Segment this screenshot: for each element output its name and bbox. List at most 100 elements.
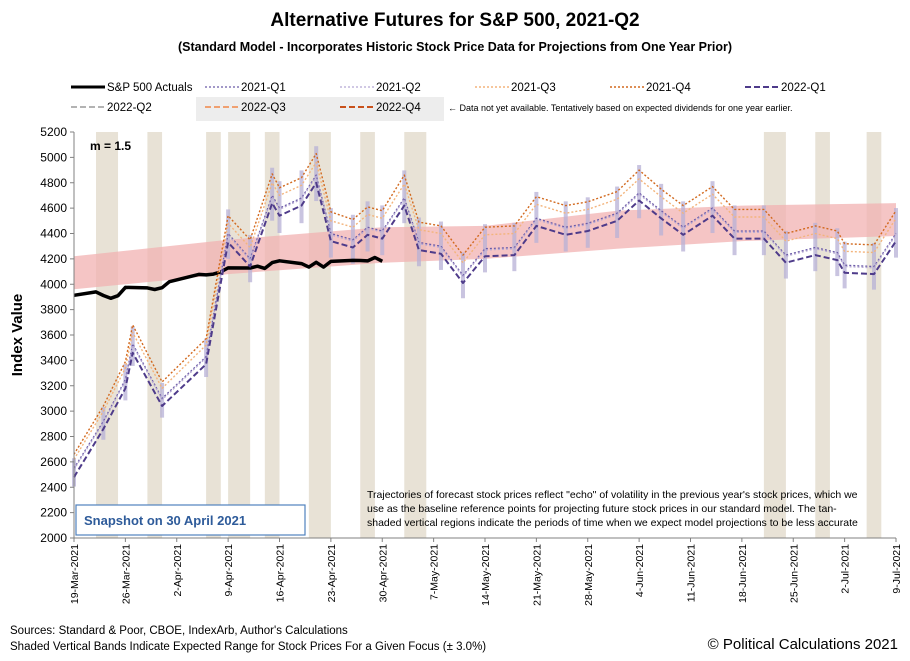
tan-band-6 <box>360 132 375 538</box>
tan-band-1 <box>147 132 163 538</box>
x-tick-label-8: 14-May-2021 <box>480 544 492 606</box>
y-tick-label-3200: 3200 <box>40 379 67 393</box>
x-tick-label-2: 2-Apr-2021 <box>172 544 184 597</box>
legend-label-2021-q2: 2021-Q2 <box>376 82 421 94</box>
y-axis-label: Index Value <box>9 294 26 377</box>
spread-bar-37 <box>894 208 898 258</box>
spread-bar-10 <box>299 170 304 224</box>
series-line-2021-q4 <box>73 152 897 455</box>
x-tick-label-4: 16-Apr-2021 <box>275 544 287 603</box>
y-tick-label-2200: 2200 <box>40 506 67 520</box>
y-tick-label-3600: 3600 <box>40 328 67 342</box>
legend: S&P 500 Actuals 2021-Q1 2021-Q2 2021-Q3 2021… <box>71 82 826 121</box>
tan-band-8 <box>763 132 786 538</box>
copyright: © Political Calculations 2021 <box>707 636 898 653</box>
legend-label-2021-q3: 2021-Q3 <box>511 82 556 94</box>
series-line-2022-q1 <box>73 181 897 478</box>
sources-line: Sources: Standard & Poor, CBOE, IndexArb… <box>10 625 348 637</box>
tan-band-0 <box>96 132 119 538</box>
y-axis: 2000 2200 2400 2600 2800 3000 3200 3400 3600 3800… <box>40 125 75 545</box>
y-tick-label-3800: 3800 <box>40 303 67 317</box>
spread-bar-33 <box>813 222 818 272</box>
legend-label-2022-q1: 2022-Q1 <box>781 82 826 94</box>
m-label: m = 1.5 <box>90 139 131 153</box>
x-tick-label-10: 28-May-2021 <box>583 544 595 606</box>
x-tick-label-11: 4-Jun-2021 <box>634 544 646 597</box>
x-tick-label-5: 23-Apr-2021 <box>326 544 338 603</box>
note-line-0: Trajectories of forecast stock prices re… <box>367 489 858 501</box>
legend-label-2021-q1: 2021-Q1 <box>241 82 286 94</box>
snapshot-label: Snapshot on 30 April 2021 <box>84 513 246 528</box>
chart-title: Alternative Futures for S&P 500, 2021-Q2 <box>270 10 640 31</box>
bands-line: Shaded Vertical Bands Indicate Expected … <box>10 641 487 653</box>
spread-bar-16 <box>402 170 407 224</box>
spread-bar-11 <box>314 146 319 202</box>
spread-bar-1 <box>101 407 106 440</box>
y-tick-label-5200: 5200 <box>40 125 67 139</box>
spread-bar-15 <box>380 205 385 256</box>
spread-bar-8 <box>270 167 275 221</box>
x-tick-label-15: 2-Jul-2021 <box>840 544 852 594</box>
tan-band-3 <box>228 132 251 538</box>
chart-subtitle: (Standard Model - Incorporates Historic … <box>177 40 733 54</box>
legend-note: ← Data not yet available. Tentatively ba… <box>448 103 793 113</box>
y-tick-label-4200: 4200 <box>40 252 67 266</box>
spread-bar-18 <box>438 221 443 270</box>
spread-bar-31 <box>761 205 766 256</box>
snapshot-box <box>75 504 306 536</box>
legend-label-s-p-500-actuals: S&P 500 Actuals <box>107 82 193 94</box>
tan-band-2 <box>206 132 221 538</box>
note-line-1: use as the baseline reference points for… <box>367 503 837 515</box>
legend-highlight <box>196 97 444 121</box>
y-tick-label-4000: 4000 <box>40 277 67 291</box>
legend-label-2022-q4: 2022-Q4 <box>376 102 421 114</box>
plot-area <box>72 132 898 538</box>
series-line-2021-q3 <box>73 161 897 460</box>
spread-bar-23 <box>563 201 568 252</box>
spread-bar-2 <box>123 364 128 401</box>
note-line-2: shaded vertical regions indicate the per… <box>367 517 858 529</box>
x-tick-label-14: 25-Jun-2021 <box>788 544 800 603</box>
spread-bar-32 <box>783 230 788 279</box>
y-tick-label-4600: 4600 <box>40 201 67 215</box>
x-tick-label-9: 21-May-2021 <box>531 544 543 606</box>
x-tick-label-7: 7-May-2021 <box>429 544 441 600</box>
y-tick-label-3000: 3000 <box>40 404 67 418</box>
spread-bar-20 <box>483 224 487 273</box>
spread-bar-29 <box>710 181 715 234</box>
y-tick-label-4400: 4400 <box>40 227 67 241</box>
legend-label-2022-q3: 2022-Q3 <box>241 102 286 114</box>
spread-bar-25 <box>615 186 620 238</box>
y-tick-label-4800: 4800 <box>40 176 67 190</box>
y-tick-label-2000: 2000 <box>40 531 67 545</box>
series-line-2021-q1 <box>73 174 897 469</box>
y-tick-label-2400: 2400 <box>40 480 67 494</box>
chart-note: Trajectories of forecast stock prices re… <box>367 489 858 529</box>
legend-label-2022-q2: 2022-Q2 <box>107 102 152 114</box>
y-tick-label-3400: 3400 <box>40 353 67 367</box>
spread-bar-27 <box>659 183 664 236</box>
y-tick-label-2600: 2600 <box>40 455 67 469</box>
spread-bar-26 <box>637 165 642 219</box>
spread-bar-24 <box>585 197 590 248</box>
spread-bar-35 <box>842 241 847 289</box>
series-line-s-p-500-actuals <box>73 255 384 301</box>
x-tick-label-13: 18-Jun-2021 <box>737 544 749 603</box>
tan-band-9 <box>815 132 830 538</box>
x-tick-label-12: 11-Jun-2021 <box>686 544 698 602</box>
spread-bar-14 <box>365 201 370 252</box>
tan-band-5 <box>308 132 331 538</box>
y-tick-label-5000: 5000 <box>40 150 67 164</box>
x-tick-label-6: 30-Apr-2021 <box>377 544 389 603</box>
y-tick-label-2800: 2800 <box>40 430 67 444</box>
spread-bar-28 <box>681 201 686 252</box>
tan-band-4 <box>264 132 280 538</box>
x-tick-label-0: 19-Mar-2021 <box>69 544 81 604</box>
x-tick-label-3: 9-Apr-2021 <box>223 544 235 597</box>
tan-band-10 <box>866 132 882 538</box>
legend-label-2021-q4: 2021-Q4 <box>646 82 691 94</box>
series-line-2021-q2 <box>73 175 897 470</box>
spread-bar-22 <box>534 191 539 243</box>
x-axis: 19-Mar-2021 26-Mar-2021 2-Apr-2021 9-Apr-20… <box>69 537 903 606</box>
